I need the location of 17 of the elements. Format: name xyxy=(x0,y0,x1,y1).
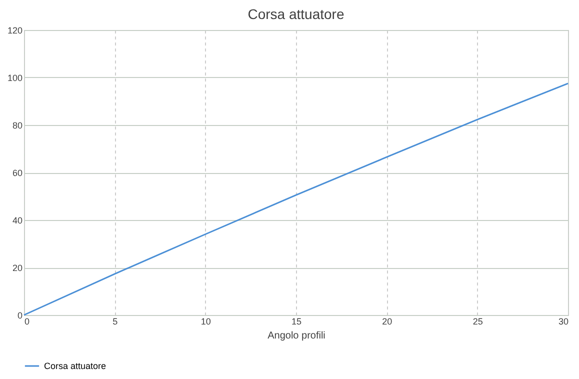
x-tick-label: 30 xyxy=(558,316,568,326)
y-tick-label: 120 xyxy=(7,26,22,36)
y-tick-label: 20 xyxy=(12,263,22,273)
y-tick-label: 40 xyxy=(12,216,22,226)
line-series xyxy=(23,82,569,316)
x-tick-label: 0 xyxy=(24,316,30,326)
x-tick-label: 25 xyxy=(472,316,483,326)
x-tick-label: 15 xyxy=(291,316,302,326)
x-tick-label: 10 xyxy=(200,316,211,326)
x-tick-label: 5 xyxy=(112,316,118,326)
chart-title: Corsa attuatore xyxy=(248,6,344,22)
y-tick-label: 100 xyxy=(7,73,22,83)
legend-label: Corsa attuatore xyxy=(44,361,106,371)
y-tick-label: 80 xyxy=(12,120,22,130)
x-axis-title: Angolo profili xyxy=(268,330,326,342)
x-tick-label: 20 xyxy=(382,316,392,326)
y-tick-label: 60 xyxy=(12,168,22,178)
